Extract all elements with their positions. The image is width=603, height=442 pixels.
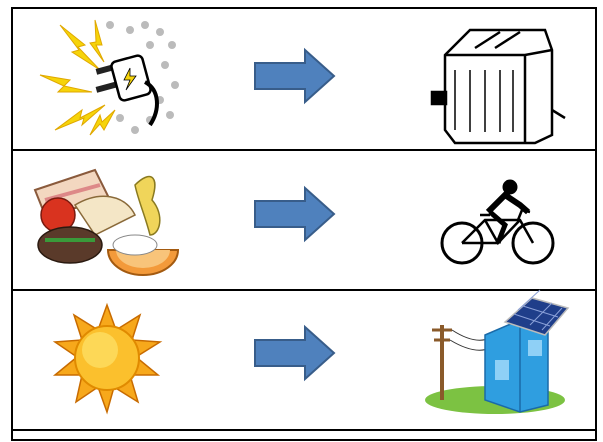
- toaster-lever: [432, 92, 446, 104]
- rider-head: [503, 180, 517, 194]
- window: [528, 340, 542, 356]
- toaster-icon: [432, 30, 565, 143]
- dot: [141, 21, 149, 29]
- window: [495, 360, 509, 380]
- dot: [131, 126, 139, 134]
- house: [485, 320, 548, 412]
- sun-highlight: [82, 332, 118, 368]
- dot: [156, 28, 164, 36]
- cream: [113, 235, 157, 255]
- beans: [38, 227, 102, 263]
- page: (() => { const data = JSON.parse(documen…: [0, 0, 603, 442]
- dot: [126, 26, 134, 34]
- dot: [166, 111, 174, 119]
- dot: [161, 61, 169, 69]
- dot: [168, 41, 176, 49]
- dot: [146, 41, 154, 49]
- dot: [106, 21, 114, 29]
- dot: [116, 114, 124, 122]
- dot: [171, 81, 179, 89]
- diagram: [0, 0, 603, 442]
